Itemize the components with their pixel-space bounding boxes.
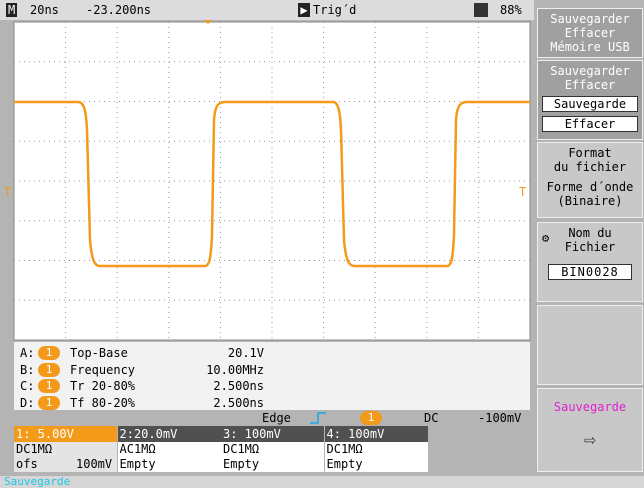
measurement-value: 10.00MHz (206, 362, 264, 377)
trigger-channel: 1 (360, 411, 382, 425)
measurement-value: 2.500ns (213, 379, 264, 393)
channel-header: 4: 100mV (324, 426, 428, 442)
trigger-level-right: T (519, 185, 526, 199)
trigger-level: -100mV (478, 411, 522, 425)
file-name: BIN0028 (548, 264, 632, 280)
channel-coupling: DC1MΩ (14, 442, 117, 457)
grid (14, 22, 530, 340)
menu-option: Effacer (542, 116, 638, 132)
enter-icon: ⇨ (583, 427, 597, 451)
waveform (14, 100, 530, 268)
measurement-slot: D: (20, 395, 35, 410)
mode: M (6, 3, 18, 17)
menu-text: du fichier (553, 160, 627, 174)
timebase: 20ns (30, 3, 59, 17)
menu-panel: Format du fichier Forme d´onde (Binaire) (537, 142, 643, 218)
measurement-value: 2.500ns (213, 395, 264, 410)
menu-panel: Sauvegarde ⇨ (537, 388, 643, 472)
menu-panel: Nom du Fichier BIN0028 ⚙ (537, 222, 643, 302)
menu-panel: Sauvegarder Effacer Sauvegarde Effacer (537, 60, 643, 140)
channel-probe: ofs (14, 457, 117, 472)
measurement-slot: A: (20, 346, 35, 360)
play-icon: ▶ (298, 3, 310, 17)
delay: -23.200ns (86, 3, 152, 17)
trigger-type: Edge (262, 411, 291, 425)
graticule: T T (4, 20, 531, 341)
menu-text: Fichier (564, 240, 616, 254)
measurement-label: Top-Base (70, 346, 128, 360)
measurement-channel: 1 (38, 379, 60, 393)
menu-text: Sauvegarde (553, 400, 627, 414)
menu-text: Effacer (564, 78, 616, 92)
channel-coupling: AC1MΩ (117, 442, 221, 457)
status-bar (0, 0, 534, 20)
menu-text: (Binaire) (557, 194, 623, 208)
channel-probe: Empty (117, 457, 221, 472)
channel-header: 1: 5.00V (14, 426, 117, 442)
measurement-slot: C: (20, 379, 35, 393)
measurement-channel: 1 (38, 362, 60, 377)
edge-icon (310, 412, 326, 424)
channel-probe: Empty (221, 457, 324, 472)
measurement-value: 20.1V (227, 346, 264, 360)
trigger-level-left: T (4, 185, 11, 199)
menu-text: Sauvegarder (550, 12, 630, 26)
measurement-channel: 1 (38, 346, 60, 360)
menu-text: Forme d´onde (546, 180, 634, 194)
battery: 88% (500, 3, 522, 17)
menu-text: Mémoire USB (550, 40, 630, 54)
menu-panel (537, 305, 643, 385)
menu-text: Effacer (564, 26, 616, 40)
menu-panel: Sauvegarder Effacer Mémoire USB (537, 8, 643, 58)
footer: Sauvegarde (4, 475, 71, 488)
menu-text: Sauvegarder (550, 64, 630, 78)
trigger-status: Trig´d (313, 3, 357, 17)
measurement-label: Tr 20-80% (70, 379, 136, 393)
footer-bar (0, 476, 644, 488)
menu-text: Format (568, 146, 612, 160)
measurement-channel: 1 (38, 395, 60, 410)
measurement-label: Frequency (70, 362, 136, 377)
trigger-position (204, 20, 212, 24)
measurement-label: Tf 80-20% (70, 395, 136, 410)
channel-header: 3: 100mV (221, 426, 324, 442)
measurement-panel (14, 342, 530, 410)
gear-icon: ⚙ (542, 231, 550, 245)
channel-coupling: DC1MΩ (324, 442, 428, 457)
channel-offset: 100mV (76, 457, 113, 471)
trigger-coupling: DC (424, 411, 439, 425)
measurement-slot: B: (20, 362, 35, 377)
channel-coupling: DC1MΩ (221, 442, 324, 457)
channel-probe: Empty (324, 457, 428, 472)
battery-icon (474, 3, 488, 17)
menu-text: Nom du (568, 226, 612, 240)
menu-option: Sauvegarde (542, 96, 638, 112)
channel-header: 2:20.0mV (117, 426, 221, 442)
